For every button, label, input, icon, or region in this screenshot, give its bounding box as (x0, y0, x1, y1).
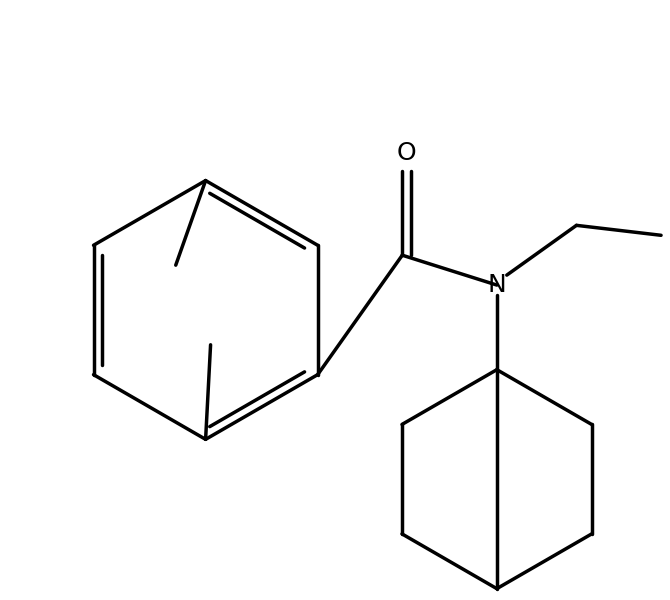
Text: O: O (397, 140, 416, 164)
Text: N: N (488, 273, 507, 297)
